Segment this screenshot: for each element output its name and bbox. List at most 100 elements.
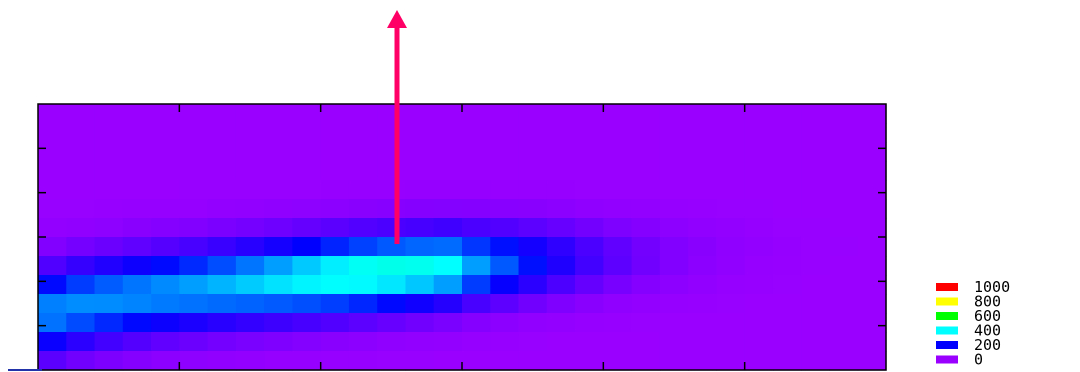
heatmap-cell: [122, 294, 152, 314]
heatmap-cell: [377, 218, 407, 238]
heatmap-cell: [659, 123, 689, 143]
heatmap-cell: [772, 256, 802, 276]
heatmap-cell: [235, 332, 265, 352]
heatmap-cell: [66, 313, 96, 333]
heatmap-cell: [829, 351, 859, 371]
heatmap-cell: [801, 104, 831, 124]
heatmap-cell: [38, 142, 67, 162]
heatmap-cell: [66, 256, 96, 276]
heatmap-cell: [631, 161, 661, 181]
heatmap-cell: [405, 218, 435, 238]
heatmap-cell: [38, 332, 67, 352]
heatmap-cell: [348, 256, 378, 276]
heatmap-cell: [546, 199, 576, 219]
legend-swatch: [936, 312, 958, 320]
heatmap-cell: [659, 161, 689, 181]
heatmap-cell: [151, 351, 180, 371]
heatmap-cell: [716, 161, 746, 181]
heatmap-cell: [631, 237, 661, 257]
heatmap-cell: [518, 180, 548, 200]
heatmap-cell: [38, 294, 67, 314]
heatmap-cell: [320, 218, 350, 238]
heatmap-cell: [94, 351, 124, 371]
heatmap-cell: [207, 142, 237, 162]
heatmap-cell: [66, 104, 96, 124]
heatmap-cell: [94, 104, 124, 124]
heatmap-cell: [603, 180, 633, 200]
heatmap-cell: [631, 123, 661, 143]
heatmap-cell: [66, 161, 96, 181]
heatmap-cell: [631, 104, 661, 124]
heatmap-cell: [348, 351, 378, 371]
heatmap-cell: [716, 218, 746, 238]
heatmap-cell: [38, 275, 67, 295]
heatmap-cell: [292, 237, 322, 257]
heatmap-cell: [235, 294, 265, 314]
heatmap-cell: [377, 313, 407, 333]
heatmap-cell: [179, 123, 209, 143]
heatmap-cell: [94, 294, 124, 314]
heatmap-cell: [688, 294, 717, 314]
heatmap-cell: [264, 123, 293, 143]
heatmap-cell: [490, 199, 520, 219]
heatmap-cell: [659, 199, 689, 219]
heatmap-cell: [320, 199, 350, 219]
heatmap-cell: [801, 256, 831, 276]
heatmap-cell: [151, 104, 180, 124]
heatmap-cell: [320, 313, 350, 333]
heatmap-cell: [490, 161, 520, 181]
heatmap-cell: [857, 237, 887, 257]
heatmap-cell: [38, 256, 67, 276]
heatmap-cell: [320, 351, 350, 371]
heatmap-cell: [377, 237, 407, 257]
heatmap-cell: [829, 332, 859, 352]
heatmap-cell: [603, 218, 633, 238]
heatmap-cell: [603, 199, 633, 219]
heatmap-cell: [546, 161, 576, 181]
heatmap-cell: [462, 351, 491, 371]
heatmap-cell: [348, 123, 378, 143]
heatmap-cell: [348, 275, 378, 295]
heatmap-cell: [546, 313, 576, 333]
heatmap-cell: [518, 294, 548, 314]
heatmap-cell: [688, 142, 717, 162]
heatmap-cell: [377, 180, 407, 200]
heatmap-cell: [433, 351, 463, 371]
heatmap-cells: [38, 104, 887, 371]
heatmap-cell: [433, 199, 463, 219]
heatmap-cell: [518, 199, 548, 219]
heatmap-cell: [179, 351, 209, 371]
heatmap-cell: [151, 275, 180, 295]
heatmap-cell: [631, 256, 661, 276]
heatmap-cell: [405, 161, 435, 181]
heatmap-cell: [829, 275, 859, 295]
heatmap-cell: [38, 161, 67, 181]
heatmap-cell: [320, 332, 350, 352]
heatmap-cell: [603, 275, 633, 295]
heatmap-cell: [716, 180, 746, 200]
heatmap-cell: [207, 275, 237, 295]
heatmap-cell: [292, 104, 322, 124]
heatmap-cell: [433, 104, 463, 124]
heatmap-cell: [122, 142, 152, 162]
heatmap-cell: [829, 142, 859, 162]
heatmap-cell: [829, 123, 859, 143]
heatmap-cell: [772, 275, 802, 295]
heatmap-cell: [264, 218, 293, 238]
heatmap-cell: [659, 313, 689, 333]
heatmap-cell: [575, 161, 604, 181]
heatmap-cell: [235, 180, 265, 200]
heatmap-cell: [151, 161, 180, 181]
heatmap-cell: [151, 256, 180, 276]
heatmap-cell: [490, 142, 520, 162]
heatmap-cell: [575, 104, 604, 124]
heatmap-cell: [744, 294, 774, 314]
heatmap-cell: [829, 161, 859, 181]
heatmap-cell: [462, 180, 491, 200]
heatmap-cell: [179, 237, 209, 257]
legend-swatch: [936, 283, 958, 291]
heatmap-cell: [518, 256, 548, 276]
heatmap-cell: [38, 351, 67, 371]
heatmap-cell: [66, 275, 96, 295]
heatmap-cell: [66, 142, 96, 162]
